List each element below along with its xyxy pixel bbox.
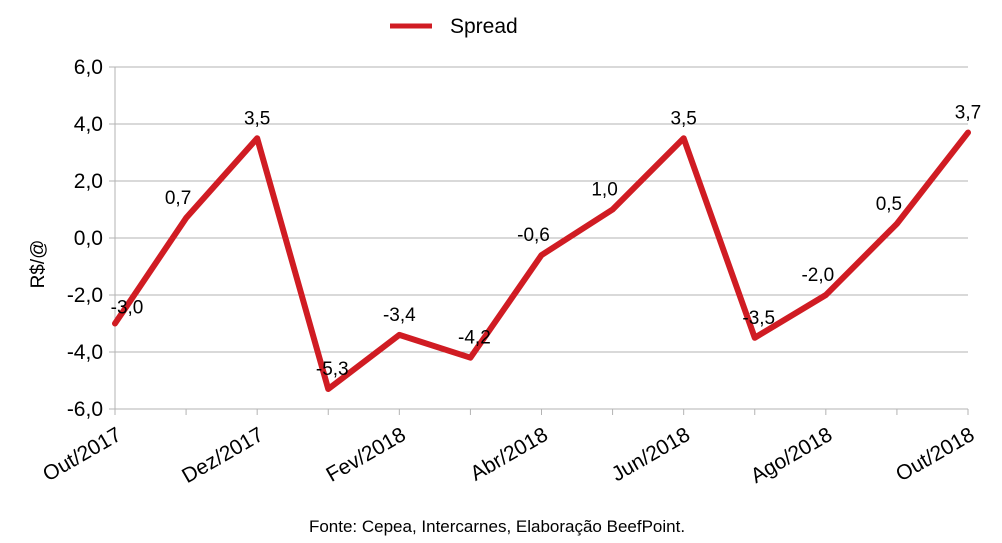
x-axis-ticks: Out/2017 Dez/2017 Fev/2018 Abr/2018 Jun/2018… — [39, 409, 978, 488]
data-point — [185, 217, 187, 219]
y-tick-label: -4,0 — [67, 341, 103, 364]
data-point — [469, 357, 471, 359]
y-tick-label: 4,0 — [74, 113, 103, 136]
data-label: 0,7 — [165, 188, 191, 209]
data-label: -3,4 — [383, 305, 416, 326]
source-note: Fonte: Cepea, Intercarnes, Elaboração Be… — [309, 517, 685, 536]
data-label: -5,3 — [316, 359, 349, 380]
data-label: 3,5 — [670, 108, 696, 129]
data-point — [825, 294, 827, 296]
legend: Spread — [390, 15, 518, 38]
data-point — [541, 254, 542, 256]
data-labels: -3,0 0,7 3,5 -5,3 -3,4 -4,2 -0,6 1,0 3,5 -3,5 -2,0… — [111, 103, 982, 380]
data-point — [327, 388, 329, 390]
data-label: -2,0 — [801, 265, 834, 286]
axes — [114, 67, 968, 410]
y-tick-label: 2,0 — [74, 170, 103, 193]
data-point — [754, 337, 756, 339]
data-point — [612, 209, 614, 210]
data-point — [896, 223, 898, 225]
x-tick-label: Abr/2018 — [467, 423, 552, 486]
data-label: 3,7 — [955, 103, 981, 124]
y-axis-label: R$/@ — [28, 240, 49, 289]
data-label: -3,5 — [742, 308, 775, 329]
data-label: 1,0 — [591, 180, 617, 201]
data-label: 0,5 — [876, 194, 902, 215]
data-label: 3,5 — [244, 108, 270, 129]
data-label: -4,2 — [458, 328, 491, 349]
x-tick-label: Out/2018 — [892, 423, 978, 486]
data-point — [114, 323, 116, 324]
y-axis-ticks: -6,0 -4,0 -2,0 0,0 2,0 4,0 6,0 — [67, 56, 115, 421]
data-label: -3,0 — [111, 298, 144, 319]
x-tick-label: Out/2017 — [39, 423, 125, 486]
y-tick-label: -6,0 — [67, 398, 103, 421]
y-tick-label: -2,0 — [67, 284, 103, 307]
data-point — [683, 137, 685, 139]
y-tick-label: 0,0 — [74, 227, 103, 250]
data-point — [398, 334, 400, 336]
x-tick-label: Ago/2018 — [747, 423, 836, 488]
x-tick-label: Jun/2018 — [608, 423, 694, 486]
gridlines — [115, 66, 968, 410]
series-line-spread — [112, 129, 971, 393]
series-spread — [112, 129, 971, 393]
data-point — [256, 137, 258, 139]
x-tick-label: Fev/2018 — [322, 423, 409, 487]
data-label: -0,6 — [517, 225, 550, 246]
y-tick-label: 6,0 — [74, 56, 103, 79]
data-point — [967, 132, 969, 134]
x-tick-label: Dez/2017 — [178, 423, 267, 488]
legend-label: Spread — [450, 15, 518, 38]
